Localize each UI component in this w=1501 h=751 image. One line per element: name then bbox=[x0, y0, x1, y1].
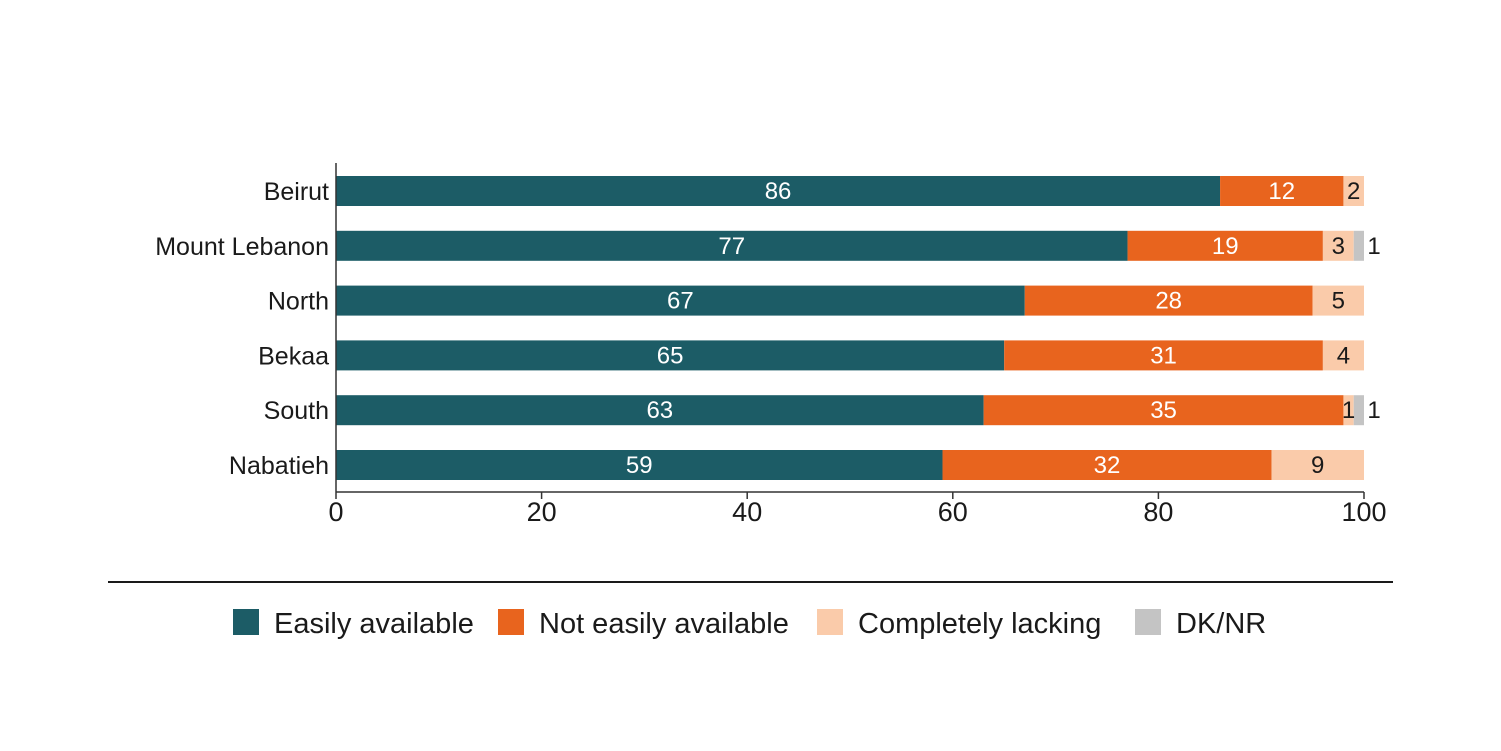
bar-segment bbox=[336, 285, 1025, 316]
x-tick-label: 40 bbox=[732, 497, 762, 527]
legend-label: DK/NR bbox=[1176, 608, 1266, 640]
data-label: 12 bbox=[1268, 178, 1295, 205]
data-label: 1 bbox=[1342, 397, 1355, 424]
legend-swatch bbox=[498, 609, 524, 635]
data-label: 1 bbox=[1367, 397, 1380, 424]
legend-swatch bbox=[817, 609, 843, 635]
data-label: 32 bbox=[1094, 452, 1121, 479]
bar-segment bbox=[336, 340, 1005, 371]
x-ticks-group: 0 20 40 60 80 100 bbox=[328, 492, 1387, 527]
data-label: 59 bbox=[626, 452, 653, 479]
data-label: 86 bbox=[765, 178, 792, 205]
data-label: 5 bbox=[1332, 288, 1345, 315]
category-label: Mount Lebanon bbox=[155, 233, 329, 261]
data-label: 19 bbox=[1212, 233, 1239, 260]
legend-label: Easily available bbox=[274, 608, 474, 640]
data-label: 4 bbox=[1337, 342, 1350, 369]
bar-segment bbox=[1024, 285, 1313, 316]
x-tick-label: 0 bbox=[328, 497, 343, 527]
bar-segment bbox=[983, 395, 1344, 426]
data-label: 67 bbox=[667, 288, 694, 315]
bar-segment bbox=[1312, 285, 1364, 316]
data-label: 77 bbox=[718, 233, 745, 260]
data-label: 65 bbox=[657, 342, 684, 369]
category-label: Nabatieh bbox=[229, 452, 329, 480]
data-label: 28 bbox=[1155, 288, 1182, 315]
legend: Easily available Not easily available Comp… bbox=[233, 608, 1266, 640]
category-label: Bekaa bbox=[258, 342, 329, 370]
legend-swatch bbox=[233, 609, 259, 635]
data-label: 63 bbox=[646, 397, 673, 424]
bar-segment bbox=[1353, 395, 1364, 426]
data-label: 9 bbox=[1311, 452, 1324, 479]
data-label: 3 bbox=[1332, 233, 1345, 260]
category-label: South bbox=[264, 397, 329, 425]
category-label: Beirut bbox=[264, 178, 329, 206]
bar-segment bbox=[336, 395, 984, 426]
bar-segment bbox=[336, 230, 1128, 261]
bar-segment bbox=[1322, 230, 1354, 261]
bar-segment bbox=[942, 450, 1272, 480]
bar-segment bbox=[1343, 395, 1354, 426]
bar-segment bbox=[336, 176, 1221, 206]
x-tick-label: 60 bbox=[938, 497, 968, 527]
x-tick-label: 100 bbox=[1341, 497, 1386, 527]
bar-segment bbox=[1343, 176, 1364, 206]
bar-segment bbox=[1271, 450, 1364, 480]
bar-segment bbox=[336, 450, 943, 480]
x-tick-label: 20 bbox=[527, 497, 557, 527]
bar-segment bbox=[1004, 340, 1323, 371]
bar-segment bbox=[1353, 230, 1364, 261]
bar-segment bbox=[1322, 340, 1364, 371]
bar-segment bbox=[1220, 176, 1344, 206]
data-label: 1 bbox=[1367, 233, 1380, 260]
bars-group bbox=[336, 176, 1364, 480]
legend-label: Not easily available bbox=[539, 608, 789, 640]
category-label: North bbox=[268, 288, 329, 316]
legend-swatch bbox=[1135, 609, 1161, 635]
data-label: 2 bbox=[1347, 178, 1360, 205]
bar-segment bbox=[1127, 230, 1323, 261]
category-labels-group: Beirut Mount Lebanon North Bekaa South Nabati… bbox=[155, 178, 329, 480]
data-label: 31 bbox=[1150, 342, 1177, 369]
data-label: 35 bbox=[1150, 397, 1177, 424]
legend-label: Completely lacking bbox=[858, 608, 1101, 640]
value-labels-group: 86 12 277 19 3 167 28 565 31 463 35 1 159 32 9 bbox=[626, 178, 1381, 479]
x-tick-label: 80 bbox=[1143, 497, 1173, 527]
